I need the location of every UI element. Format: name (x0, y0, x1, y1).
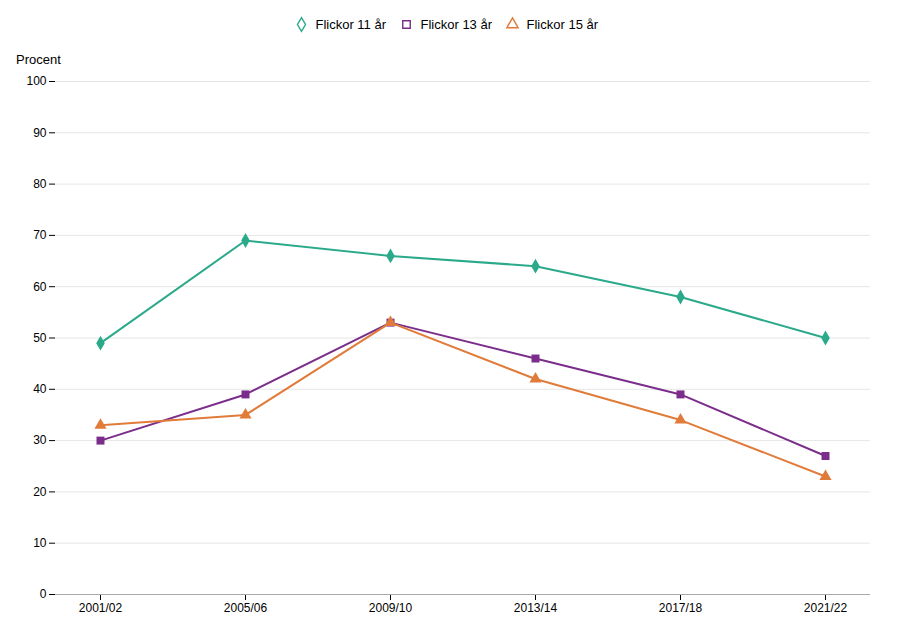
html-text:Flickor 15 år: Flickor 15 år (526, 17, 599, 32)
svg-text:90: 90 (33, 125, 47, 139)
html-text:Procent: Procent (16, 51, 61, 67)
svg-text:10: 10 (33, 536, 47, 550)
svg-text:2017/18: 2017/18 (659, 601, 703, 615)
svg-text:40: 40 (33, 382, 47, 396)
svg-text:20: 20 (33, 484, 47, 498)
svg-text:2009/10: 2009/10 (369, 601, 413, 615)
svg-text:0: 0 (40, 587, 47, 601)
svg-text:60: 60 (33, 279, 47, 293)
svg-text:30: 30 (33, 433, 47, 447)
svg-text:50: 50 (33, 330, 47, 344)
svg-text:2001/02: 2001/02 (79, 601, 123, 615)
svg-text:2005/06: 2005/06 (224, 601, 268, 615)
html-text:Flickor 11 år: Flickor 11 år (315, 17, 386, 32)
html-text:Flickor 13 år: Flickor 13 år (420, 17, 492, 32)
svg-text:70: 70 (33, 228, 47, 242)
svg-text:2013/14: 2013/14 (514, 601, 558, 615)
svg-text:100: 100 (26, 74, 46, 88)
svg-text:2021/22: 2021/22 (804, 601, 848, 615)
svg-text:80: 80 (33, 176, 47, 190)
